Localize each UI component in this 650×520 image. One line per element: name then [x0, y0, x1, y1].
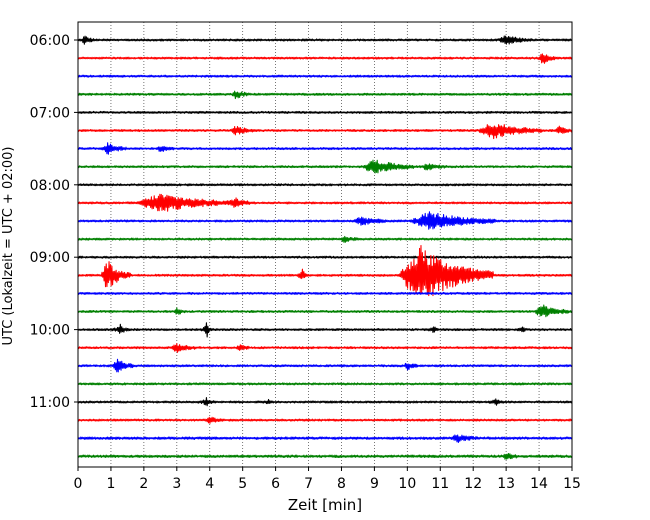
y-tick-label: 11:00 — [30, 395, 70, 411]
seismic-trace — [77, 382, 573, 386]
x-tick-label: 3 — [172, 476, 181, 492]
x-axis-label: Zeit [min] — [288, 496, 362, 514]
seismic-trace — [77, 358, 573, 373]
plot-frame — [77, 21, 573, 468]
seismic-trace — [77, 211, 573, 230]
x-tick-label: 6 — [271, 476, 280, 492]
seismic-trace — [77, 142, 573, 155]
seismic-trace — [77, 110, 573, 114]
seismic-trace — [77, 124, 573, 140]
seismic-trace — [77, 35, 573, 45]
seismic-trace — [77, 304, 573, 318]
seismic-trace — [77, 90, 573, 100]
x-grid — [110, 22, 540, 467]
seismic-trace — [77, 291, 573, 295]
x-axis: 0 1 2 3 4 5 6 7 8 9 10 11 12 13 14 15 — [74, 467, 581, 492]
x-tick-label: 14 — [530, 476, 548, 492]
y-axis-label: UTC (Lokalzeit = UTC + 02:00) — [1, 147, 16, 346]
x-tick-label: 10 — [398, 476, 416, 492]
seismic-trace — [77, 74, 573, 78]
seismic-trace — [77, 322, 573, 338]
seismic-trace — [77, 53, 573, 64]
x-tick-label: 2 — [139, 476, 148, 492]
y-tick-label: 07:00 — [30, 105, 70, 121]
seismic-trace — [77, 416, 573, 424]
seismic-trace — [77, 183, 573, 187]
trace-group — [77, 35, 573, 460]
x-tick-label: 11 — [431, 476, 449, 492]
seismic-trace — [77, 255, 573, 259]
seismic-trace — [77, 159, 573, 174]
seismic-trace — [77, 397, 573, 407]
y-tick-label: 09:00 — [30, 250, 70, 266]
x-tick-label: 0 — [74, 476, 83, 492]
x-tick-label: 12 — [464, 476, 482, 492]
seismic-trace — [77, 342, 573, 353]
seismic-trace — [77, 244, 573, 297]
y-axis: 06:00 07:00 08:00 09:00 10:00 11:00 — [30, 33, 78, 411]
x-tick-label: 8 — [337, 476, 346, 492]
x-tick-label: 7 — [304, 476, 313, 492]
seismic-trace — [77, 193, 573, 212]
x-tick-label: 13 — [497, 476, 515, 492]
seismic-trace — [77, 434, 573, 443]
y-tick-label: 06:00 — [30, 33, 70, 49]
y-tick-label: 10:00 — [30, 323, 70, 339]
x-tick-label: 1 — [106, 476, 115, 492]
x-tick-label: 9 — [370, 476, 379, 492]
x-tick-label: 15 — [563, 476, 581, 492]
y-tick-label: 08:00 — [30, 178, 70, 194]
x-tick-label: 4 — [205, 476, 214, 492]
seismic-trace — [77, 235, 573, 243]
x-tick-label: 5 — [238, 476, 247, 492]
seismic-trace — [77, 453, 573, 460]
